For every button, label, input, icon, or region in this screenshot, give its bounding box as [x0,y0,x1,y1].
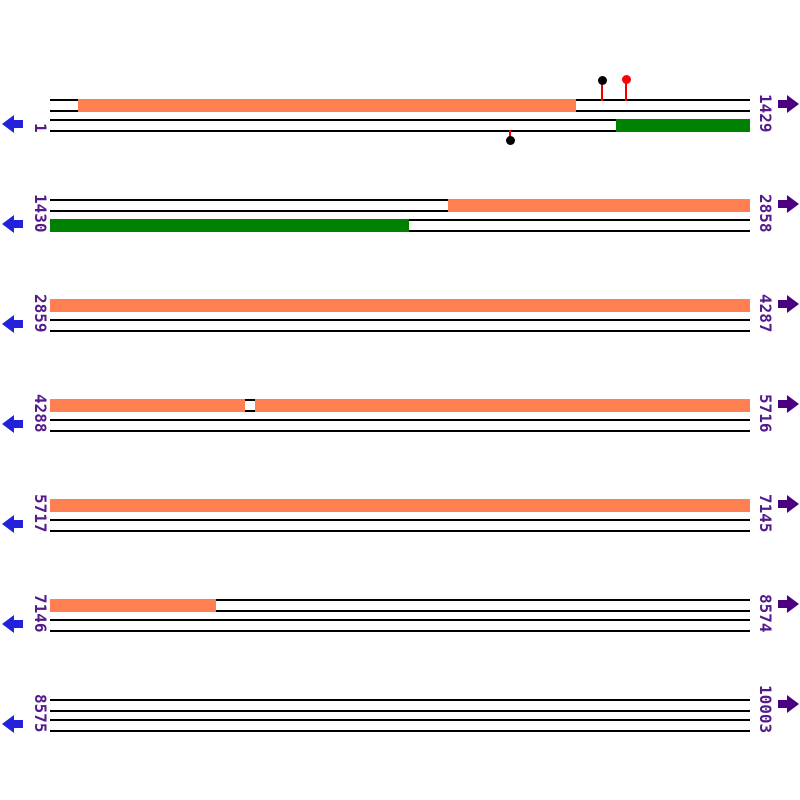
forward-strand-feature[interactable] [255,399,750,412]
forward-strand-feature[interactable] [50,599,216,612]
row-end-coordinate: 4287 [756,294,775,333]
strand-line [50,210,750,212]
row-end-coordinate: 1429 [756,94,775,133]
right-arrow-head [787,495,799,513]
right-arrow-icon[interactable] [778,695,799,713]
row-start-coordinate: 7146 [31,594,50,633]
row-start-coordinate: 4288 [31,394,50,433]
right-arrow-shaft [778,600,788,608]
reverse-strand-feature[interactable] [616,119,750,132]
left-arrow-icon[interactable] [2,315,23,333]
forward-strand-feature[interactable] [50,399,245,412]
strand-line [50,530,750,532]
forward-strand-feature[interactable] [78,99,576,112]
right-arrow-head [787,195,799,213]
forward-strand-feature[interactable] [50,499,750,512]
strand-line [50,319,750,321]
right-arrow-shaft [778,700,788,708]
row-end-coordinate: 7145 [756,494,775,533]
right-arrow-shaft [778,400,788,408]
row-start-coordinate: 8575 [31,694,50,733]
strand-line [50,519,750,521]
forward-strand-feature[interactable] [448,199,750,212]
row-end-coordinate: 8574 [756,594,775,633]
reverse-strand-feature[interactable] [50,219,409,232]
right-arrow-icon[interactable] [778,495,799,513]
strand-line [50,199,750,201]
marker-dot[interactable] [597,75,607,85]
right-arrow-icon[interactable] [778,295,799,313]
right-arrow-head [787,295,799,313]
left-arrow-shaft [13,420,23,428]
row-start-coordinate: 1430 [31,194,50,233]
left-arrow-head [2,215,14,233]
strand-line [50,699,750,701]
left-arrow-icon[interactable] [2,115,23,133]
strand-line [50,430,750,432]
left-arrow-shaft [13,320,23,328]
right-arrow-shaft [778,300,788,308]
row-end-coordinate: 2858 [756,194,775,233]
strand-line [50,119,750,121]
left-arrow-icon[interactable] [2,215,23,233]
right-arrow-icon[interactable] [778,595,799,613]
row-end-coordinate: 5716 [756,394,775,433]
left-arrow-icon[interactable] [2,715,23,733]
strand-line [50,330,750,332]
left-arrow-head [2,615,14,633]
left-arrow-shaft [13,720,23,728]
strand-line [50,719,750,721]
left-arrow-head [2,515,14,533]
row-end-coordinate: 10003 [756,684,775,733]
strand-line [50,419,750,421]
right-arrow-icon[interactable] [778,195,799,213]
marker-stem [625,79,627,101]
strand-line [50,630,750,632]
left-arrow-icon[interactable] [2,415,23,433]
left-arrow-head [2,115,14,133]
right-arrow-head [787,595,799,613]
row-start-coordinate: 2859 [31,294,50,333]
left-arrow-shaft [13,120,23,128]
strand-line [50,130,750,132]
left-arrow-shaft [13,620,23,628]
left-arrow-head [2,715,14,733]
left-arrow-shaft [13,220,23,228]
row-start-coordinate: 1 [31,123,50,133]
right-arrow-icon[interactable] [778,395,799,413]
right-arrow-shaft [778,100,788,108]
right-arrow-shaft [778,200,788,208]
left-arrow-head [2,415,14,433]
marker-dot[interactable] [621,74,631,84]
right-arrow-icon[interactable] [778,95,799,113]
strand-line [50,599,750,601]
right-arrow-head [787,395,799,413]
marker-stem [601,80,603,101]
marker-dot[interactable] [505,135,515,145]
strand-line [50,710,750,712]
strand-line [50,619,750,621]
left-arrow-icon[interactable] [2,615,23,633]
right-arrow-head [787,695,799,713]
left-arrow-head [2,315,14,333]
forward-strand-feature[interactable] [50,299,750,312]
strand-line [50,610,750,612]
left-arrow-shaft [13,520,23,528]
right-arrow-shaft [778,500,788,508]
strand-line [50,730,750,732]
left-arrow-icon[interactable] [2,515,23,533]
right-arrow-head [787,95,799,113]
row-start-coordinate: 5717 [31,494,50,533]
